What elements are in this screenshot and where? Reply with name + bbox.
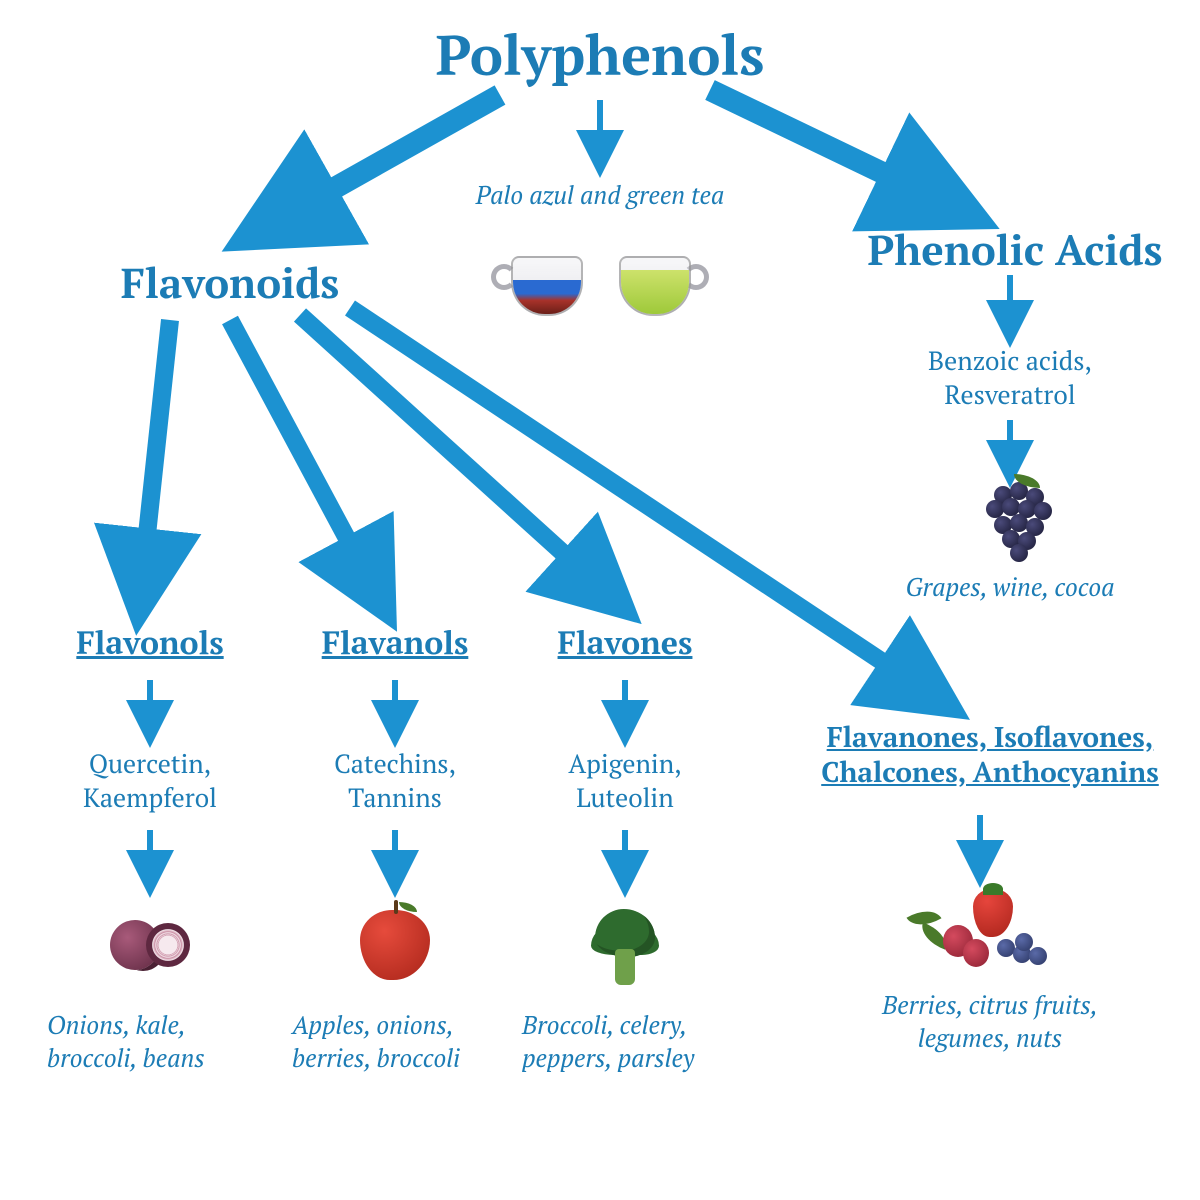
center-example-label: Palo azul and green tea — [400, 180, 800, 213]
flavonoids-label: Flavonoids — [80, 255, 380, 311]
subcat-flavones-foods: Broccoli, celery, peppers, parsley — [510, 1010, 740, 1075]
palo-azul-cup-icon — [501, 244, 591, 316]
green-tea-cup-icon — [609, 244, 699, 316]
phenolic-foods: Grapes, wine, cocoa — [870, 572, 1150, 605]
subcat-flavonols-compounds: Quercetin, Kaempferol — [40, 748, 260, 816]
subcat-flavanols-foods: Apples, onions, berries, broccoli — [280, 1010, 510, 1075]
broccoli-image — [565, 895, 685, 995]
grapes-image — [950, 475, 1070, 565]
subcat-flavonols-foods: Onions, kale, broccoli, beans — [35, 1010, 265, 1075]
subcat-flavones-compounds: Apigenin, Luteolin — [515, 748, 735, 816]
subcat-flavonols-label: Flavonols — [40, 622, 260, 664]
onions-image — [90, 895, 210, 995]
berries-image — [905, 880, 1065, 980]
subcat-flavanols-compounds: Catechins, Tannins — [285, 748, 505, 816]
tea-cups-image — [440, 220, 760, 340]
phenolic-acids-label: Phenolic Acids — [850, 222, 1180, 278]
apple-image — [335, 895, 455, 995]
subcat-flavanols-label: Flavanols — [285, 622, 505, 664]
flavanones-group-label: Flavanones, Isoflavones, Chalcones, Anth… — [800, 720, 1180, 790]
flavanones-foods: Berries, citrus fruits, legumes, nuts — [840, 990, 1140, 1055]
subcat-flavones-label: Flavones — [515, 622, 735, 664]
phenolic-compounds: Benzoic acids, Resveratrol — [880, 345, 1140, 413]
root-title: Polyphenols — [0, 18, 1200, 92]
